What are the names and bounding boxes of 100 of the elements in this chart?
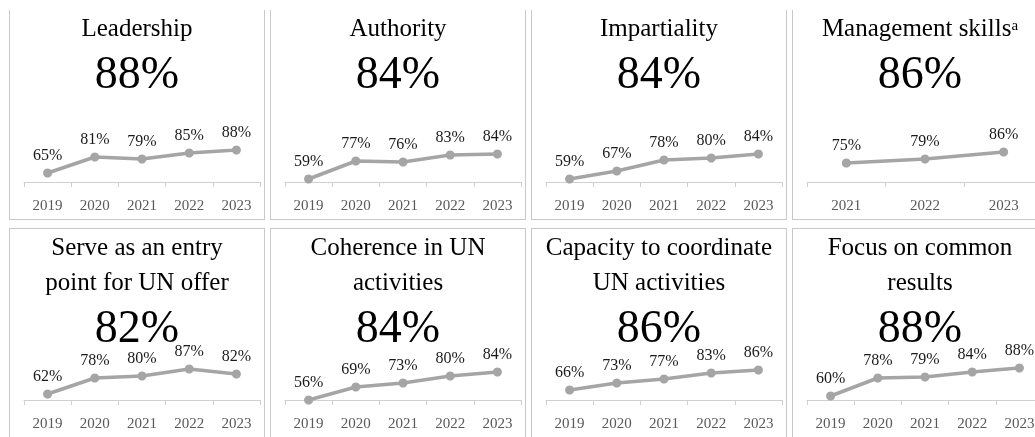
data-label: 69% [341,360,371,377]
x-tick-label: 2022 [910,196,940,213]
data-label: 59% [293,152,324,169]
x-tick-label: 2019 [815,414,846,431]
x-tick-label: 2022 [957,414,988,431]
data-label: 60% [815,369,846,386]
x-tick-label: 2019 [554,414,585,431]
data-label: 56% [293,373,324,390]
point [304,395,314,405]
point [398,157,408,167]
data-label: 86% [743,343,774,360]
data-label: 79% [910,132,940,149]
point [1014,363,1024,373]
x-tick-label: 2020 [340,196,371,213]
data-label: 73% [388,356,418,373]
point [184,364,194,374]
data-label: 80% [127,349,157,366]
x-tick-label: 2020 [862,414,893,431]
point [445,150,455,160]
data-label: 73% [602,356,632,373]
data-label: 83% [696,346,726,363]
data-label: 79% [910,350,940,367]
x-tick-label: 2019 [554,196,585,213]
data-label: 80% [696,131,726,148]
x-tick-label: 2021 [649,414,679,431]
chart-subtitle: 86% [876,47,964,98]
point [492,149,502,159]
x-tick-label: 2020 [601,414,632,431]
point [612,166,622,176]
data-label: 77% [649,352,679,369]
data-label: 85% [174,126,204,143]
x-tick-label: 2021 [127,196,157,213]
point [706,368,716,378]
data-label: 78% [80,351,110,368]
chart-subtitle: 84% [354,47,442,98]
chart-title: Serve as an entry point for UN offer [44,232,230,297]
x-tick-label: 2023 [482,414,513,431]
data-label: 86% [989,125,1019,142]
data-label: 83% [435,128,465,145]
x-tick-label: 2023 [743,196,774,213]
data-label: 80% [435,349,465,366]
data-label: 59% [554,152,585,169]
point [137,371,147,381]
point [826,391,836,401]
point [398,378,408,388]
point [445,371,455,381]
chart-title: Management skills$^{a}$ [820,13,1020,43]
point [351,382,361,392]
point [184,148,194,158]
chart-subtitle: 84% [355,301,441,352]
chart-title: Capacity to coordinate UN activities [544,232,774,297]
point [706,153,716,163]
x-tick-label: 2020 [340,414,371,431]
point [967,367,977,377]
chart-subtitle: 88% [93,47,181,98]
point [43,389,53,399]
data-label: 75% [831,136,861,153]
x-tick-label: 2023 [743,414,774,431]
point [920,372,930,382]
point [231,145,241,155]
data-label: 79% [127,132,157,149]
point [43,168,53,178]
data-label: 81% [80,130,110,147]
x-tick-label: 2020 [79,196,110,213]
x-tick-label: 2020 [601,196,632,213]
point [231,369,241,379]
point [873,373,883,383]
x-tick-label: 2021 [831,196,862,213]
point [351,156,361,166]
x-tick-label: 2023 [482,196,513,213]
chart-subtitle: 84% [615,47,703,98]
point [90,152,100,162]
x-tick-label: 2023 [221,414,252,431]
chart-title: Authority [348,13,448,43]
chart-title: Impartiality [599,13,719,43]
x-tick-label: 2023 [1004,414,1035,431]
point [492,367,502,377]
x-tick-label: 2021 [388,414,418,431]
data-label: 77% [341,134,371,151]
x-tick-label: 2023 [221,196,252,213]
point [753,365,763,375]
data-label: 78% [649,133,679,150]
data-label: 82% [221,347,252,364]
x-tick-label: 2019 [32,414,63,431]
x-tick-label: 2021 [127,414,157,431]
data-label: 84% [482,345,513,362]
point [565,174,575,184]
x-tick-label: 2019 [32,196,63,213]
point [753,149,763,159]
point [304,174,314,184]
x-tick-label: 2022 [696,196,727,213]
x-tick-label: 2022 [696,414,727,431]
point [659,374,669,384]
chart-title: Leadership [80,13,194,43]
x-tick-label: 2022 [435,414,466,431]
x-tick-label: 2020 [79,414,110,431]
data-label: 78% [863,351,893,368]
chart-title: Focus on common results [826,232,1014,297]
x-tick-label: 2022 [435,196,466,213]
data-label: 67% [602,144,632,161]
